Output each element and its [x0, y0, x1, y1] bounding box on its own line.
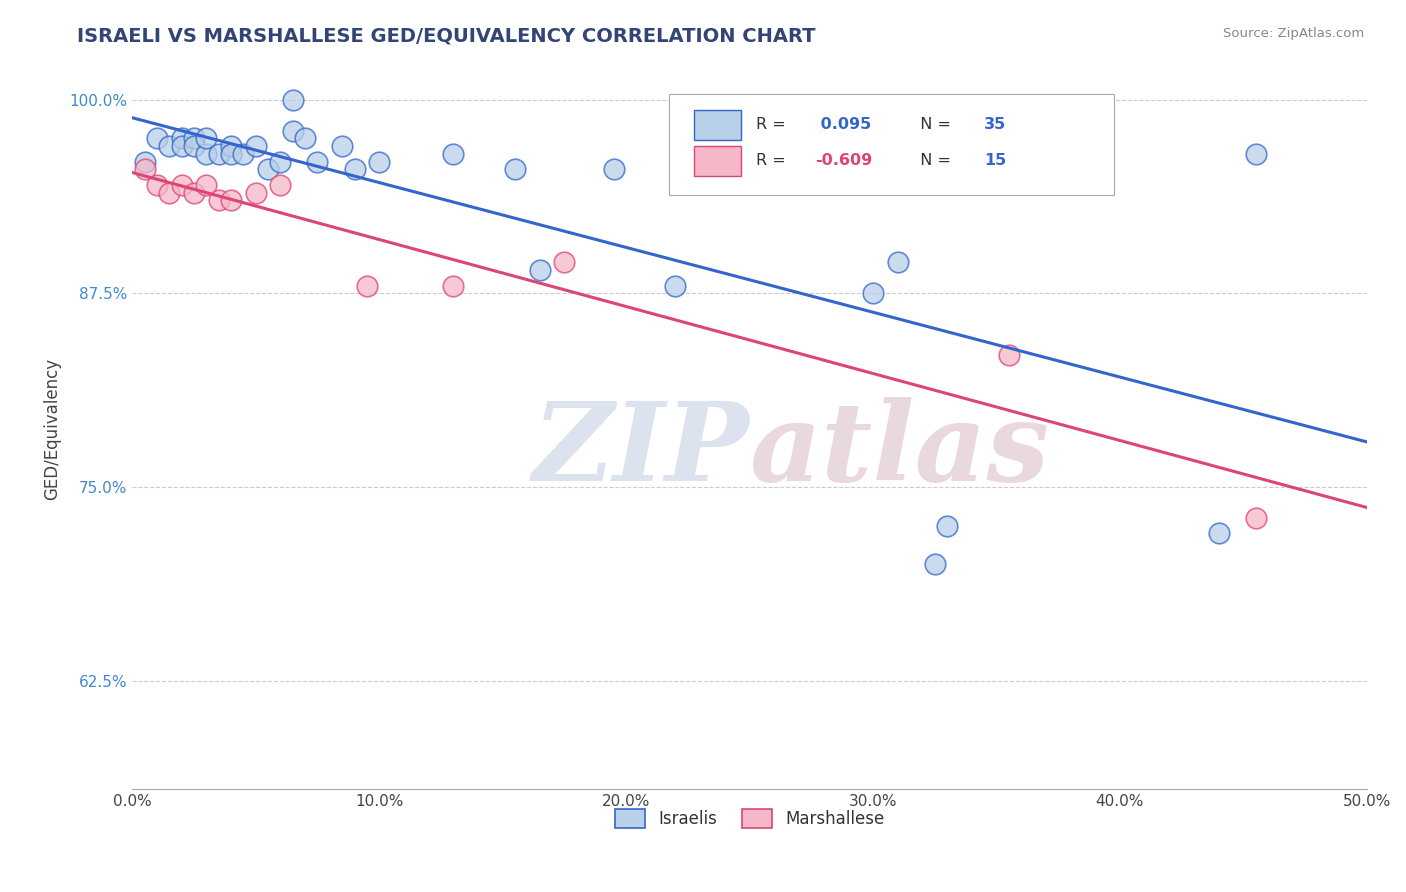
- Point: [157, 186, 180, 200]
- Point: [356, 278, 378, 293]
- Text: atlas: atlas: [749, 397, 1050, 504]
- Point: [245, 186, 267, 200]
- FancyBboxPatch shape: [695, 110, 741, 140]
- Point: [924, 558, 946, 572]
- Text: R =: R =: [756, 153, 790, 169]
- Point: [1208, 526, 1230, 541]
- Point: [441, 146, 464, 161]
- Point: [664, 278, 686, 293]
- Point: [146, 131, 169, 145]
- Point: [208, 146, 231, 161]
- Point: [170, 131, 193, 145]
- Text: -0.609: -0.609: [815, 153, 872, 169]
- Text: 0.095: 0.095: [815, 117, 872, 132]
- Point: [307, 154, 329, 169]
- Point: [330, 139, 353, 153]
- Text: Source: ZipAtlas.com: Source: ZipAtlas.com: [1223, 27, 1364, 40]
- Point: [134, 162, 156, 177]
- Point: [245, 139, 267, 153]
- Point: [269, 178, 291, 192]
- Point: [441, 278, 464, 293]
- Point: [208, 194, 231, 208]
- Point: [183, 131, 205, 145]
- Point: [529, 263, 551, 277]
- Point: [343, 162, 366, 177]
- Point: [219, 146, 242, 161]
- Point: [936, 518, 959, 533]
- Point: [134, 154, 156, 169]
- Point: [603, 162, 626, 177]
- Point: [232, 146, 254, 161]
- Point: [281, 123, 304, 137]
- Point: [1244, 511, 1267, 525]
- Point: [294, 131, 316, 145]
- Point: [368, 154, 391, 169]
- Point: [219, 139, 242, 153]
- Text: 15: 15: [984, 153, 1007, 169]
- Legend: Israelis, Marshallese: Israelis, Marshallese: [607, 803, 891, 835]
- Text: R =: R =: [756, 117, 790, 132]
- Point: [183, 186, 205, 200]
- Text: 35: 35: [984, 117, 1007, 132]
- Point: [886, 255, 908, 269]
- Point: [269, 154, 291, 169]
- Point: [503, 162, 526, 177]
- Point: [553, 255, 575, 269]
- Point: [183, 139, 205, 153]
- Point: [170, 178, 193, 192]
- Text: N =: N =: [910, 117, 956, 132]
- Point: [195, 131, 218, 145]
- Point: [862, 286, 884, 301]
- Point: [1244, 146, 1267, 161]
- Point: [219, 194, 242, 208]
- FancyBboxPatch shape: [695, 145, 741, 176]
- Point: [751, 146, 773, 161]
- Text: ISRAELI VS MARSHALLESE GED/EQUIVALENCY CORRELATION CHART: ISRAELI VS MARSHALLESE GED/EQUIVALENCY C…: [77, 27, 815, 45]
- Point: [170, 139, 193, 153]
- Point: [195, 146, 218, 161]
- Point: [146, 178, 169, 192]
- Point: [281, 93, 304, 107]
- Y-axis label: GED/Equivalency: GED/Equivalency: [44, 358, 60, 500]
- FancyBboxPatch shape: [669, 94, 1114, 194]
- Point: [195, 178, 218, 192]
- Point: [998, 348, 1021, 362]
- Point: [257, 162, 280, 177]
- Point: [157, 139, 180, 153]
- Text: N =: N =: [910, 153, 956, 169]
- Text: ZIP: ZIP: [533, 397, 749, 504]
